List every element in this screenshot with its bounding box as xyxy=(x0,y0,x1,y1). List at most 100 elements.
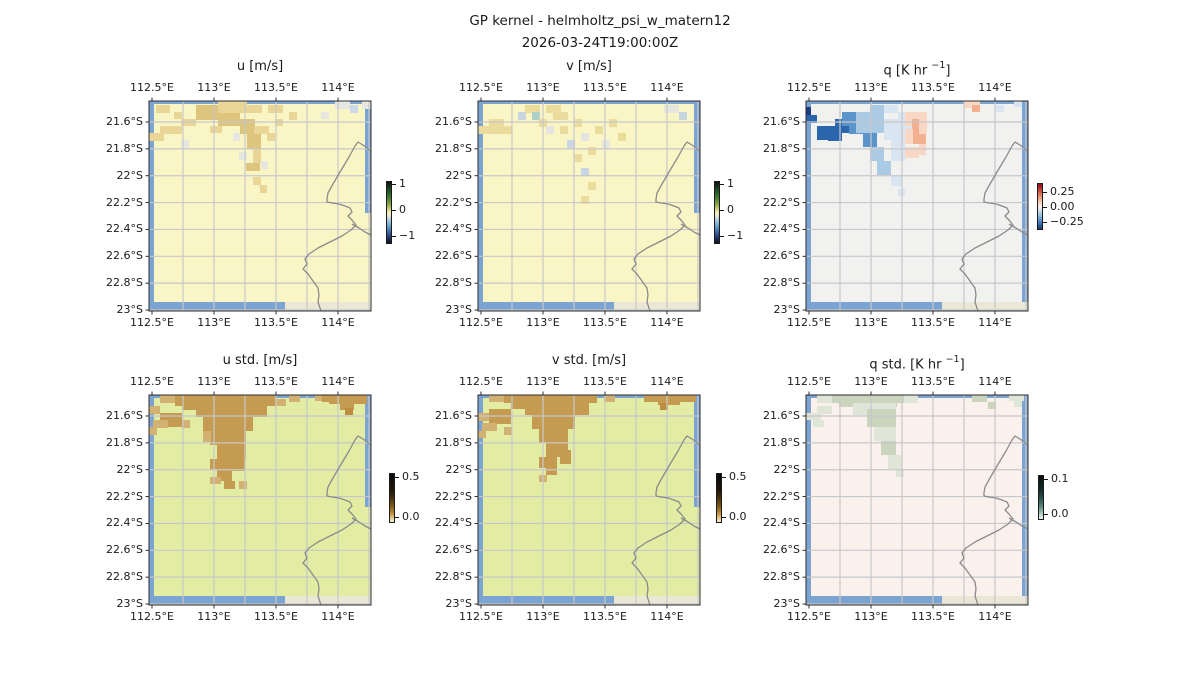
data-pixel xyxy=(182,420,190,428)
x-tick-label-bottom: 114°E xyxy=(321,610,355,623)
data-pixel xyxy=(817,406,832,414)
colorbar-tick-label: 0 xyxy=(399,203,406,216)
colorbar-tick-label: 0.0 xyxy=(729,510,747,523)
y-tick-label: 22.2°S xyxy=(763,195,800,209)
data-pixel xyxy=(644,395,696,402)
data-pixel xyxy=(658,399,680,405)
coastline-gulf-shore xyxy=(680,517,701,530)
colorbar-tick-mark xyxy=(722,517,726,518)
x-tick-label-bottom: 113.5°E xyxy=(583,316,627,329)
x-tick-label-top: 112.5°E xyxy=(459,375,503,388)
data-pixel xyxy=(525,105,540,113)
x-tick-label-top: 113.5°E xyxy=(583,81,627,94)
x-tick-label-top: 113°E xyxy=(197,375,231,388)
y-tick-label: 22.2°S xyxy=(435,195,472,209)
y-tick-label: 22.4°S xyxy=(435,222,472,236)
panel-u-std: u std. [m/s] 112.5°E 112.5°E 113°E 113°E 113.… xyxy=(89,351,459,641)
data-pixel xyxy=(581,168,589,176)
data-pixel xyxy=(870,147,884,161)
y-tick-label: 22.6°S xyxy=(106,543,143,557)
y-tick-label: 22.2°S xyxy=(106,489,143,503)
x-tick-label-top: 113.5°E xyxy=(583,375,627,388)
y-tick-label: 21.8°S xyxy=(106,141,143,155)
data-pixel xyxy=(478,413,489,421)
x-tick-label-top: 113°E xyxy=(854,375,888,388)
coastline-gulf-shore xyxy=(351,223,372,236)
data-pixel xyxy=(679,112,687,120)
data-pixel xyxy=(546,105,561,113)
data-pixel xyxy=(525,403,589,415)
panel-title: q std. [K hr −1] xyxy=(869,354,965,373)
y-tick-label: 22.8°S xyxy=(106,570,143,584)
panel-title: v std. [m/s] xyxy=(551,353,627,368)
colorbar-tick-label: 0.0 xyxy=(402,510,420,523)
colorbar-tick-label: 0.0 xyxy=(1051,507,1069,520)
x-tick-label-bottom: 112.5°E xyxy=(130,316,174,329)
data-pixel xyxy=(588,147,596,155)
data-pixel xyxy=(567,140,575,148)
data-pixel xyxy=(253,177,261,185)
y-tick-label: 22.8°S xyxy=(435,570,472,584)
colorbar-tick-label: 0.5 xyxy=(402,470,420,483)
data-pixel xyxy=(362,101,371,109)
colorbar-tick-mark xyxy=(720,184,724,185)
data-pixel xyxy=(335,101,350,109)
data-pixel xyxy=(806,107,811,121)
coastline-path xyxy=(302,141,372,312)
y-tick-label: 21.6°S xyxy=(106,409,143,422)
data-pixel xyxy=(267,133,275,141)
data-pixel xyxy=(581,196,589,204)
data-pixel xyxy=(181,140,189,148)
data-pixel xyxy=(919,112,927,134)
x-tick-label-bottom: 113°E xyxy=(197,610,231,623)
x-tick-label-bottom: 113°E xyxy=(854,610,888,623)
map-q xyxy=(802,97,1029,315)
data-pixel xyxy=(182,399,267,410)
x-tick-label-top: 114°E xyxy=(321,375,355,388)
figure-title-line1: GP kernel - helmholtz_psi_w_matern12 xyxy=(469,13,731,29)
coastline-gulf-shore xyxy=(351,517,372,530)
y-tick-label: 21.8°S xyxy=(435,435,472,449)
data-pixel xyxy=(806,115,817,123)
y-tick-label: 22°S xyxy=(116,168,143,182)
x-tick-label-bottom: 113.5°E xyxy=(254,610,298,623)
y-tick-label: 22.4°S xyxy=(763,516,800,530)
data-pixel xyxy=(574,119,582,127)
data-pixel xyxy=(210,126,222,133)
data-pixel xyxy=(160,126,182,134)
y-tick-label: 22.6°S xyxy=(435,249,472,263)
x-tick-label-bottom: 112.5°E xyxy=(130,610,174,623)
colorbar-u xyxy=(386,181,392,244)
data-pixel xyxy=(560,126,568,134)
colorbar-tick-mark xyxy=(1044,514,1048,515)
colorbar-u_std xyxy=(389,473,395,523)
x-tick-label-bottom: 114°E xyxy=(650,316,684,329)
data-pixel xyxy=(553,112,568,120)
data-pixel xyxy=(315,395,323,401)
data-pixel xyxy=(660,403,668,410)
coastline-path xyxy=(631,141,701,312)
y-tick-label: 22.2°S xyxy=(106,195,143,209)
data-pixel xyxy=(239,481,247,489)
colorbar-tick-mark xyxy=(392,184,396,185)
x-tick-label-top: 114°E xyxy=(321,81,355,94)
x-tick-label-top: 112.5°E xyxy=(787,375,831,388)
data-pixel xyxy=(888,455,902,469)
data-pixel xyxy=(203,431,211,442)
data-pixel xyxy=(149,406,160,414)
colorbar-tick-label: 0.5 xyxy=(729,470,747,483)
y-tick-label: 21.6°S xyxy=(435,409,472,422)
x-tick-label-bottom: 113°E xyxy=(854,316,888,329)
data-pixel xyxy=(275,399,286,406)
data-pixel xyxy=(546,467,557,475)
x-tick-label-bottom: 112.5°E xyxy=(787,610,831,623)
y-tick-label: 23°S xyxy=(116,303,143,317)
y-tick-label: 22.6°S xyxy=(763,249,800,263)
colorbar-tick-mark xyxy=(392,236,396,237)
data-pixel xyxy=(828,133,842,141)
coastline-path xyxy=(631,435,701,606)
data-pixel xyxy=(546,126,554,134)
data-pixel xyxy=(539,457,557,468)
colorbar-tick-label: 1 xyxy=(399,177,406,190)
data-pixel xyxy=(870,105,884,133)
